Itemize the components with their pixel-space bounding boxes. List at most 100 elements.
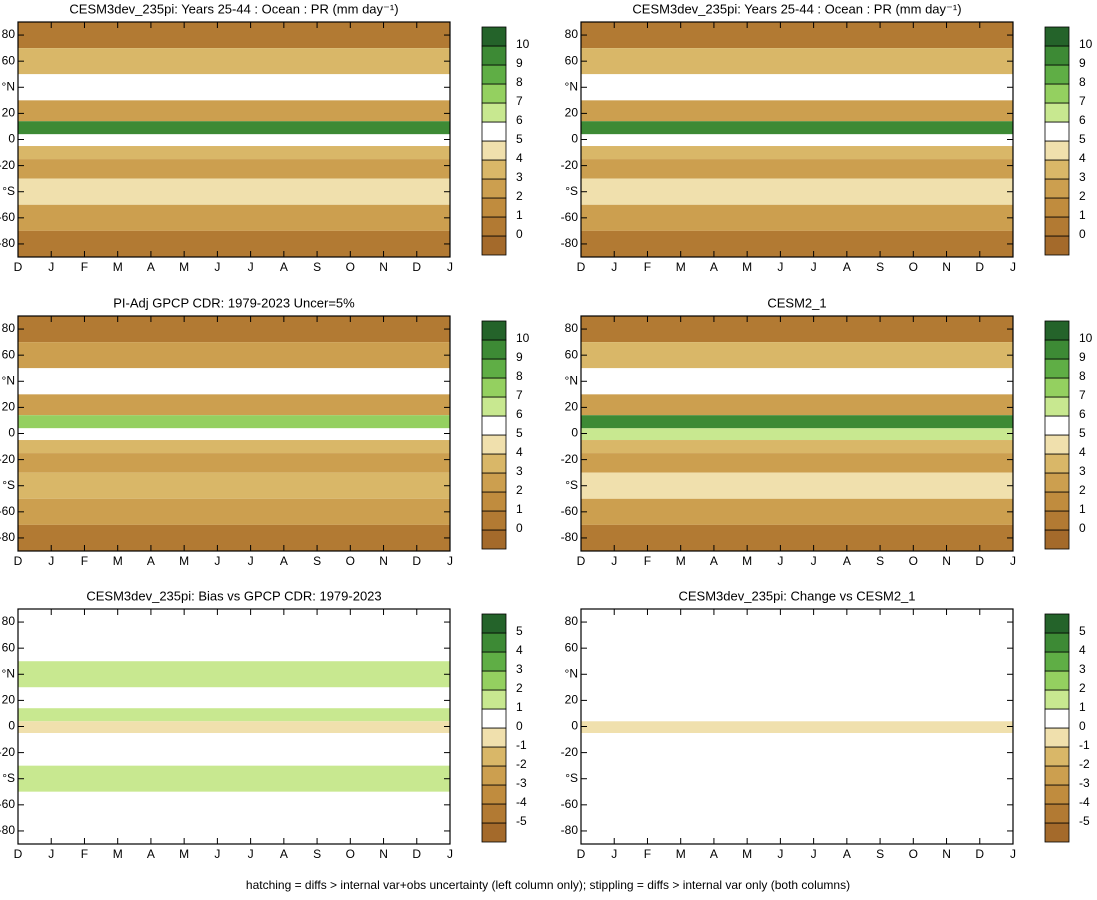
y-tick-label: -60 bbox=[561, 210, 579, 224]
y-tick-label: °N bbox=[565, 666, 578, 680]
y-tick-label: -60 bbox=[0, 210, 15, 224]
colorbar-label: -1 bbox=[1079, 738, 1090, 752]
panel-title: PI-Adj GPCP CDR: 1979-2023 Uncer=5% bbox=[113, 295, 355, 310]
colorbar-box bbox=[481, 178, 507, 199]
field-band bbox=[18, 453, 450, 473]
x-tick-label: A bbox=[710, 554, 718, 568]
x-tick-label: D bbox=[14, 554, 23, 568]
colorbar-box bbox=[481, 140, 507, 161]
x-tick-label: S bbox=[313, 554, 321, 568]
field-band bbox=[581, 159, 1013, 179]
colorbar-label: 4 bbox=[1079, 445, 1086, 459]
field-band bbox=[581, 472, 1013, 499]
colorbar-box bbox=[481, 822, 507, 843]
colorbar-label: 3 bbox=[516, 662, 523, 676]
x-tick-label: M bbox=[742, 260, 752, 274]
x-tick-label: O bbox=[909, 554, 918, 568]
field-band bbox=[581, 178, 1013, 205]
colorbar-label: 4 bbox=[1079, 643, 1086, 657]
colorbar-box bbox=[1044, 358, 1070, 379]
y-tick-label: 60 bbox=[2, 640, 16, 654]
x-tick-label: D bbox=[975, 554, 984, 568]
y-tick-label: -60 bbox=[0, 504, 15, 518]
colorbar-box bbox=[481, 415, 507, 436]
x-tick-label: D bbox=[577, 260, 586, 274]
field-band bbox=[581, 22, 1013, 49]
y-tick-label: 20 bbox=[2, 106, 16, 120]
x-tick-label: J bbox=[447, 260, 453, 274]
colorbar-label: 3 bbox=[1079, 170, 1086, 184]
y-tick-label: -80 bbox=[561, 823, 579, 837]
x-tick-label: F bbox=[644, 554, 651, 568]
field-band bbox=[18, 134, 450, 147]
colorbar-box bbox=[1044, 159, 1070, 180]
x-tick-label: F bbox=[81, 847, 88, 861]
y-tick-label: -20 bbox=[561, 158, 579, 172]
colorbar-label: 6 bbox=[1079, 407, 1086, 421]
y-tick-label: 80 bbox=[565, 27, 579, 41]
y-tick-label: °N bbox=[2, 79, 15, 93]
colorbar-label: 1 bbox=[516, 502, 523, 516]
field-band bbox=[18, 204, 450, 231]
panel-title: CESM2_1 bbox=[767, 295, 826, 310]
field-band bbox=[581, 721, 1013, 734]
colorbar-box bbox=[1044, 803, 1070, 824]
y-tick-label: °S bbox=[2, 771, 15, 785]
colorbar-box bbox=[481, 26, 507, 47]
colorbar-box bbox=[1044, 510, 1070, 531]
colorbar-label: 3 bbox=[1079, 662, 1086, 676]
colorbar-label: 5 bbox=[516, 132, 523, 146]
field-band bbox=[581, 368, 1013, 395]
colorbar-box bbox=[1044, 472, 1070, 493]
x-tick-label: N bbox=[379, 554, 388, 568]
y-tick-label: -20 bbox=[561, 745, 579, 759]
colorbar-label: 3 bbox=[1079, 464, 1086, 478]
colorbar-label: 7 bbox=[1079, 388, 1086, 402]
colorbar-label: 10 bbox=[1079, 37, 1093, 51]
field-band bbox=[18, 661, 450, 688]
colorbar-label: 4 bbox=[516, 151, 523, 165]
x-tick-label: O bbox=[346, 847, 355, 861]
field-band bbox=[581, 342, 1013, 369]
y-tick-label: 80 bbox=[2, 27, 16, 41]
colorbar-box bbox=[481, 235, 507, 256]
x-tick-label: A bbox=[147, 554, 155, 568]
colorbar-box bbox=[481, 159, 507, 180]
colorbar-box bbox=[1044, 784, 1070, 805]
colorbar-box bbox=[1044, 178, 1070, 199]
colorbar-label: 0 bbox=[1079, 521, 1086, 535]
y-tick-label: -20 bbox=[0, 452, 15, 466]
x-tick-label: J bbox=[811, 260, 817, 274]
colorbar-label: 1 bbox=[516, 700, 523, 714]
colorbar-box bbox=[481, 746, 507, 767]
colorbar-box bbox=[481, 472, 507, 493]
colorbar-box bbox=[1044, 415, 1070, 436]
colorbar-box bbox=[1044, 102, 1070, 123]
field-band bbox=[18, 178, 450, 205]
colorbar-label: 8 bbox=[516, 75, 523, 89]
x-tick-label: M bbox=[113, 847, 123, 861]
field-band bbox=[581, 440, 1013, 454]
x-tick-label: J bbox=[1010, 554, 1016, 568]
x-tick-label: O bbox=[346, 260, 355, 274]
field-band bbox=[581, 230, 1013, 257]
x-tick-label: D bbox=[412, 260, 421, 274]
field-band bbox=[581, 708, 1013, 722]
colorbar-box bbox=[481, 216, 507, 237]
x-tick-label: S bbox=[876, 554, 884, 568]
colorbar-box bbox=[1044, 651, 1070, 672]
x-tick-label: M bbox=[113, 554, 123, 568]
colorbar-box bbox=[1044, 377, 1070, 398]
field-band bbox=[18, 472, 450, 499]
field-band bbox=[581, 661, 1013, 688]
field-band bbox=[18, 721, 450, 734]
colorbar-box bbox=[1044, 613, 1070, 634]
field-band bbox=[581, 453, 1013, 473]
y-tick-label: -20 bbox=[561, 452, 579, 466]
colorbar-box bbox=[481, 670, 507, 691]
x-tick-label: A bbox=[710, 847, 718, 861]
field-band bbox=[18, 230, 450, 257]
x-tick-label: A bbox=[147, 260, 155, 274]
field-band bbox=[581, 146, 1013, 160]
y-tick-label: °S bbox=[565, 478, 578, 492]
